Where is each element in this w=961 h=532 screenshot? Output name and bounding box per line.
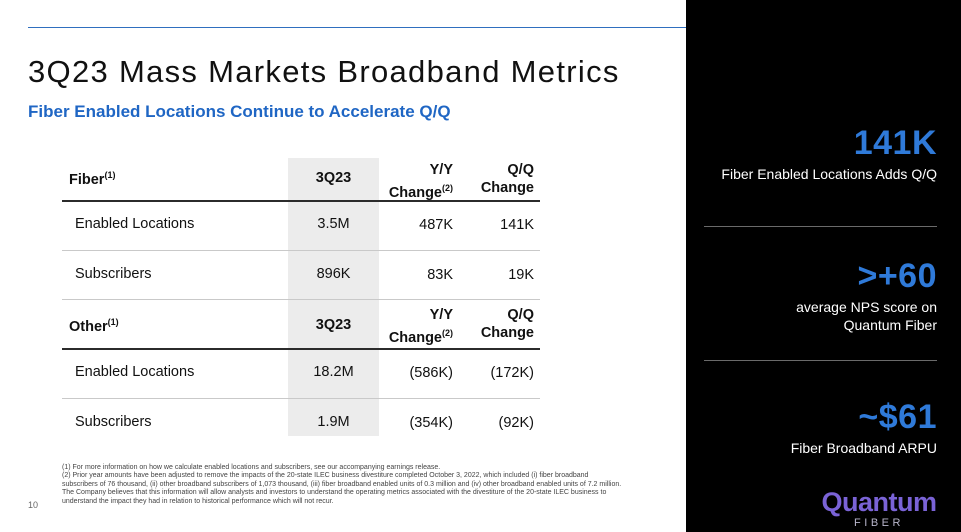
footnotes: (1) For more information on how we calcu… bbox=[62, 464, 622, 506]
other-yy-header: Y/Y Change(2) bbox=[388, 307, 453, 346]
other-header-row: Other(1) 3Q23 Y/Y Change(2) Q/Q Change bbox=[62, 300, 540, 348]
fiber-header-row: Fiber(1) 3Q23 Y/Y Change(2) Q/Q Change bbox=[62, 158, 540, 201]
page-number: 10 bbox=[28, 500, 39, 510]
row-divider bbox=[62, 250, 540, 251]
other-period-header: 3Q23 bbox=[315, 317, 352, 333]
logo-wordmark: Quantum bbox=[821, 487, 938, 517]
quantum-fiber-logo: Quantum FIBER bbox=[817, 488, 941, 529]
other-section-label: Other(1) bbox=[69, 317, 119, 335]
other-header-rule bbox=[62, 348, 540, 350]
page-title: 3Q23 Mass Markets Broadband Metrics bbox=[28, 54, 620, 89]
top-rule bbox=[28, 27, 923, 28]
row-period-value: 18.2M bbox=[313, 364, 354, 380]
row-label: Subscribers bbox=[75, 414, 152, 430]
table-row: Subscribers 896K 83K 19K bbox=[62, 251, 540, 299]
kpi-value: ~$61 bbox=[858, 398, 937, 436]
row-period-value: 896K bbox=[316, 266, 351, 282]
row-yy-value: (586K) bbox=[409, 365, 453, 381]
row-divider bbox=[62, 299, 540, 300]
table-row: Subscribers 1.9M (354K) (92K) bbox=[62, 399, 540, 439]
kpi-panel: 141K Fiber Enabled Locations Adds Q/Q >+… bbox=[686, 0, 961, 532]
kpi-description: average NPS score on Quantum Fiber bbox=[796, 299, 937, 333]
fiber-qq-header: Q/Q Change bbox=[480, 162, 534, 196]
table-row: Enabled Locations 18.2M (586K) (172K) bbox=[62, 350, 540, 398]
kpi-description: Fiber Enabled Locations Adds Q/Q bbox=[721, 166, 937, 182]
kpi-enabled-locations: 141K Fiber Enabled Locations Adds Q/Q bbox=[721, 124, 937, 183]
logo-subtext: FIBER bbox=[854, 517, 904, 529]
page-subtitle: Fiber Enabled Locations Continue to Acce… bbox=[28, 102, 451, 121]
other-qq-header: Q/Q Change bbox=[480, 307, 534, 341]
table-row: Enabled Locations 3.5M 487K 141K bbox=[62, 202, 540, 252]
row-label: Enabled Locations bbox=[75, 216, 195, 232]
kpi-separator bbox=[704, 360, 937, 361]
kpi-arpu: ~$61 Fiber Broadband ARPU bbox=[791, 398, 937, 457]
row-qq-value: (92K) bbox=[498, 415, 534, 431]
fiber-section-label: Fiber(1) bbox=[69, 170, 116, 188]
period-column-shade bbox=[288, 158, 379, 436]
kpi-separator bbox=[704, 226, 937, 227]
row-qq-value: (172K) bbox=[490, 365, 534, 381]
fiber-header-rule bbox=[62, 200, 540, 202]
row-yy-value: 83K bbox=[427, 267, 453, 283]
row-period-value: 3.5M bbox=[317, 216, 350, 232]
row-yy-value: 487K bbox=[419, 217, 453, 233]
footnote-1: (1) For more information on how we calcu… bbox=[62, 464, 441, 471]
row-label: Subscribers bbox=[75, 266, 152, 282]
row-yy-value: (354K) bbox=[409, 415, 453, 431]
row-divider bbox=[62, 398, 540, 399]
row-period-value: 1.9M bbox=[317, 414, 350, 430]
footnote-2: (2) Prior year amounts have been adjuste… bbox=[62, 472, 622, 505]
fiber-period-header: 3Q23 bbox=[315, 170, 352, 186]
row-qq-value: 19K bbox=[508, 267, 534, 283]
row-label: Enabled Locations bbox=[75, 364, 195, 380]
kpi-value: 141K bbox=[853, 124, 937, 162]
fiber-yy-header: Y/Y Change(2) bbox=[388, 162, 453, 201]
kpi-value: >+60 bbox=[857, 257, 937, 295]
row-qq-value: 141K bbox=[500, 217, 534, 233]
kpi-nps: >+60 average NPS score on Quantum Fiber bbox=[796, 257, 937, 334]
kpi-description: Fiber Broadband ARPU bbox=[790, 440, 937, 456]
content-area: 3Q23 Mass Markets Broadband Metrics Fibe… bbox=[28, 27, 923, 510]
